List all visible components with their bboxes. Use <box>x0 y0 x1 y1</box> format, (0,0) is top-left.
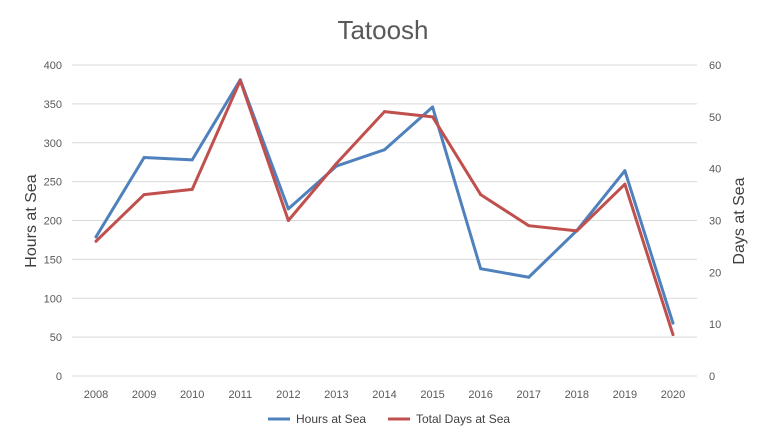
legend-label: Hours at Sea <box>296 412 366 426</box>
legend-label: Total Days at Sea <box>416 412 510 426</box>
y-right-tick-label: 30 <box>709 216 721 228</box>
y-left-tick-label: 50 <box>50 332 62 344</box>
y-right-tick-label: 50 <box>709 112 721 124</box>
data-point <box>623 182 627 186</box>
data-point <box>383 110 386 114</box>
data-point <box>286 207 290 211</box>
y-left-axis-title: Hours at Sea <box>23 174 40 267</box>
right-axis-ticks: 0 10 20 30 40 50 60 <box>709 60 721 383</box>
y-left-tick-label: 150 <box>44 254 62 266</box>
y-left-tick-label: 400 <box>44 60 62 72</box>
gridlines <box>72 64 697 377</box>
y-left-tick-label: 350 <box>44 99 62 111</box>
y-right-tick-label: 40 <box>709 164 721 176</box>
data-point <box>479 193 483 197</box>
data-point <box>671 333 675 337</box>
chart-title: Tatoosh <box>337 15 428 45</box>
data-point <box>190 158 194 162</box>
data-point <box>623 169 627 173</box>
legend: Hours at Sea Total Days at Sea <box>268 412 510 426</box>
x-tick-label: 2009 <box>132 389 156 401</box>
x-tick-label: 2019 <box>613 389 637 401</box>
y-left-tick-label: 300 <box>44 138 62 150</box>
data-point <box>286 219 290 222</box>
data-point <box>94 239 98 243</box>
y-left-tick-label: 200 <box>44 216 62 228</box>
data-point <box>94 235 98 239</box>
left-axis-ticks: 0 50 100 150 200 250 300 350 400 <box>44 60 62 383</box>
data-point <box>190 187 194 191</box>
y-right-tick-label: 10 <box>709 319 721 331</box>
data-point <box>431 115 435 119</box>
data-point <box>527 275 531 279</box>
data-point <box>431 105 435 109</box>
y-right-tick-label: 20 <box>709 267 721 279</box>
data-point <box>334 161 338 165</box>
x-tick-label: 2014 <box>372 389 396 401</box>
y-right-tick-label: 60 <box>709 60 721 72</box>
data-point <box>575 229 579 233</box>
y-left-tick-label: 250 <box>44 177 62 189</box>
x-tick-label: 2013 <box>324 389 348 401</box>
x-tick-label: 2011 <box>228 389 252 401</box>
x-tick-label: 2010 <box>180 389 204 401</box>
series-lines <box>94 78 675 337</box>
x-tick-label: 2018 <box>565 389 589 401</box>
x-tick-label: 2017 <box>516 389 540 401</box>
data-point <box>479 267 483 271</box>
data-point <box>527 224 531 228</box>
x-tick-label: 2016 <box>468 389 492 401</box>
x-tick-label: 2008 <box>84 389 108 401</box>
data-point <box>383 148 386 152</box>
data-point <box>142 193 146 197</box>
x-tick-label: 2012 <box>276 389 300 401</box>
y-right-tick-label: 0 <box>709 371 715 383</box>
x-tick-label: 2020 <box>661 389 685 401</box>
y-right-axis-title: Days at Sea <box>731 177 748 264</box>
data-point <box>238 79 242 83</box>
x-axis-ticks: 2008 2009 2010 2011 2012 2013 2014 2015 2016 2017… <box>84 389 685 401</box>
data-point <box>671 321 675 325</box>
data-point <box>142 156 146 160</box>
y-left-tick-label: 100 <box>44 293 62 305</box>
y-left-tick-label: 0 <box>56 371 62 383</box>
x-tick-label: 2015 <box>420 389 444 401</box>
